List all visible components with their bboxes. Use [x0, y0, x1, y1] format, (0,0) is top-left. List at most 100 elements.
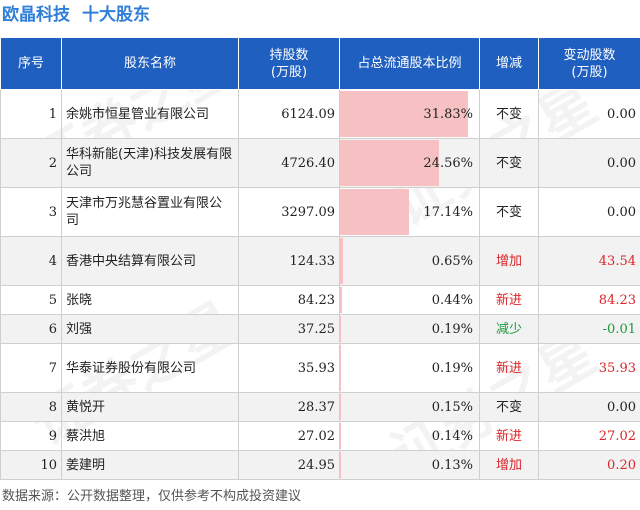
col-header-shares-label: 持股数 (万股) [269, 47, 309, 80]
float-ratio-cell: 0.13% [339, 450, 480, 480]
change-status: 不变 [479, 138, 539, 188]
shares-held: 35.93 [238, 343, 340, 393]
change-shares: 0.00 [538, 138, 640, 188]
ratio-bar [340, 345, 341, 391]
float-ratio: 0.65% [431, 253, 473, 269]
change-status: 增加 [479, 450, 539, 480]
shares-held: 84.23 [238, 285, 340, 315]
shareholder-name: 香港中央结算有限公司 [61, 236, 239, 286]
shareholder-name: 华泰证券股份有限公司 [61, 343, 239, 393]
shares-held: 37.25 [238, 314, 340, 344]
float-ratio-cell: 0.14% [339, 421, 480, 451]
row-index: 7 [0, 343, 62, 393]
float-ratio-cell: 0.44% [339, 285, 480, 315]
row-index: 8 [0, 392, 62, 422]
change-shares: -0.01 [538, 314, 640, 344]
ratio-bar [340, 140, 439, 186]
table-row: 8 黄悦开 28.37 0.15% 不变 0.00 [0, 392, 640, 422]
change-shares: 43.54 [538, 236, 640, 286]
float-ratio: 0.19% [431, 360, 473, 376]
change-shares: 0.00 [538, 392, 640, 422]
shareholder-name: 黄悦开 [61, 392, 239, 422]
shares-held: 4726.40 [238, 138, 340, 188]
change-status: 不变 [479, 392, 539, 422]
ratio-bar [340, 452, 341, 478]
col-header-ratio: 占总流通股本比例 [339, 37, 480, 90]
float-ratio: 24.56% [423, 155, 473, 171]
shares-held: 28.37 [238, 392, 340, 422]
shares-held: 6124.09 [238, 89, 340, 139]
float-ratio: 0.44% [431, 292, 473, 308]
table-row: 3 天津市万兆慧谷置业有限公司 3297.09 17.14% 不变 0.00 [0, 187, 640, 237]
change-status: 不变 [479, 89, 539, 139]
row-index: 9 [0, 421, 62, 451]
table-row: 6 刘强 37.25 0.19% 减少 -0.01 [0, 314, 640, 344]
table-row: 7 华泰证券股份有限公司 35.93 0.19% 新进 35.93 [0, 343, 640, 393]
table-row: 2 华科新能(天津)科技发展有限公司 4726.40 24.56% 不变 0.00 [0, 138, 640, 188]
float-ratio: 17.14% [423, 204, 473, 220]
float-ratio-cell: 0.19% [339, 343, 480, 393]
change-shares: 35.93 [538, 343, 640, 393]
ratio-bar [340, 316, 341, 342]
col-header-delta-label: 变动股数 (万股) [563, 47, 616, 80]
row-index: 10 [0, 450, 62, 480]
table-row: 4 香港中央结算有限公司 124.33 0.65% 增加 43.54 [0, 236, 640, 286]
change-status: 新进 [479, 343, 539, 393]
float-ratio: 0.15% [431, 399, 473, 415]
change-shares: 27.02 [538, 421, 640, 451]
ratio-bar [340, 287, 342, 313]
float-ratio: 0.14% [431, 428, 473, 444]
float-ratio-cell: 24.56% [339, 138, 480, 188]
col-header-shares: 持股数 (万股) [238, 37, 340, 90]
table-header-row: 序号 股东名称 持股数 (万股) 占总流通股本比例 增减 变动股数 (万股) [0, 37, 640, 90]
float-ratio-cell: 17.14% [339, 187, 480, 237]
shares-held: 24.95 [238, 450, 340, 480]
col-header-delta: 变动股数 (万股) [538, 37, 640, 90]
float-ratio: 0.19% [431, 321, 473, 337]
float-ratio-cell: 0.19% [339, 314, 480, 344]
col-header-index: 序号 [0, 37, 62, 90]
table-row: 10 姜建明 24.95 0.13% 增加 0.20 [0, 450, 640, 480]
table-row: 9 蔡洪旭 27.02 0.14% 新进 27.02 [0, 421, 640, 451]
ratio-bar [340, 238, 343, 284]
float-ratio: 31.83% [423, 106, 473, 122]
change-status: 增加 [479, 236, 539, 286]
shareholder-name: 刘强 [61, 314, 239, 344]
shareholder-name: 张晓 [61, 285, 239, 315]
float-ratio: 0.13% [431, 457, 473, 473]
row-index: 6 [0, 314, 62, 344]
change-shares: 0.20 [538, 450, 640, 480]
change-shares: 0.00 [538, 89, 640, 139]
page-title: 欧晶科技 十大股东 [2, 2, 150, 28]
shareholder-name: 天津市万兆慧谷置业有限公司 [61, 187, 239, 237]
col-header-change: 增减 [479, 37, 539, 90]
ratio-bar [340, 91, 468, 137]
company-name: 欧晶科技 [2, 5, 70, 25]
row-index: 3 [0, 187, 62, 237]
shares-held: 27.02 [238, 421, 340, 451]
ratio-bar [340, 189, 409, 235]
row-index: 1 [0, 89, 62, 139]
change-status: 减少 [479, 314, 539, 344]
shareholders-table: 序号 股东名称 持股数 (万股) 占总流通股本比例 增减 变动股数 (万股) 1… [0, 37, 640, 480]
ratio-bar [340, 423, 341, 449]
shares-held: 3297.09 [238, 187, 340, 237]
row-index: 5 [0, 285, 62, 315]
shareholder-name: 姜建明 [61, 450, 239, 480]
row-index: 2 [0, 138, 62, 188]
shareholder-name: 蔡洪旭 [61, 421, 239, 451]
ratio-bar [340, 394, 341, 420]
float-ratio-cell: 0.65% [339, 236, 480, 286]
float-ratio-cell: 31.83% [339, 89, 480, 139]
page-subtitle: 十大股东 [82, 5, 150, 25]
shareholder-name: 余姚市恒星管业有限公司 [61, 89, 239, 139]
table-row: 5 张晓 84.23 0.44% 新进 84.23 [0, 285, 640, 315]
change-status: 不变 [479, 187, 539, 237]
row-index: 4 [0, 236, 62, 286]
shareholder-name: 华科新能(天津)科技发展有限公司 [61, 138, 239, 188]
float-ratio-cell: 0.15% [339, 392, 480, 422]
col-header-name: 股东名称 [61, 37, 239, 90]
change-status: 新进 [479, 285, 539, 315]
shares-held: 124.33 [238, 236, 340, 286]
change-shares: 84.23 [538, 285, 640, 315]
